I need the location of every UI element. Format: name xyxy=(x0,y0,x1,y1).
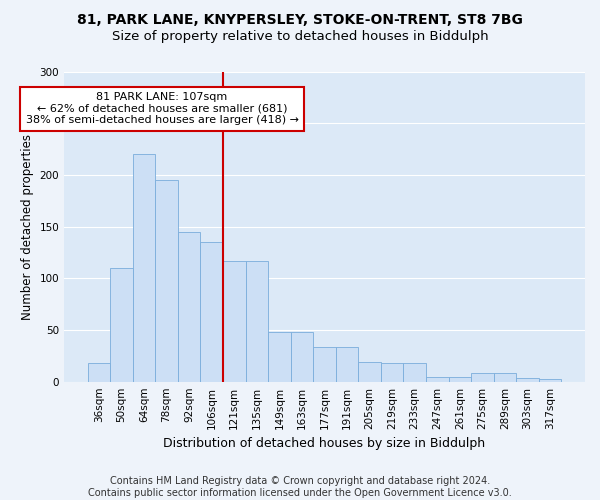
Bar xyxy=(245,260,268,382)
Bar xyxy=(313,346,336,382)
Text: Contains HM Land Registry data © Crown copyright and database right 2024.
Contai: Contains HM Land Registry data © Crown c… xyxy=(88,476,512,498)
Bar xyxy=(155,180,178,382)
Bar xyxy=(88,363,110,382)
Bar xyxy=(178,232,200,382)
Bar xyxy=(381,363,403,382)
Bar xyxy=(403,363,426,382)
Text: 81 PARK LANE: 107sqm
← 62% of detached houses are smaller (681)
38% of semi-deta: 81 PARK LANE: 107sqm ← 62% of detached h… xyxy=(26,92,299,126)
Bar xyxy=(133,154,155,382)
Y-axis label: Number of detached properties: Number of detached properties xyxy=(21,134,34,320)
Text: Size of property relative to detached houses in Biddulph: Size of property relative to detached ho… xyxy=(112,30,488,43)
Bar xyxy=(358,362,381,382)
Bar xyxy=(426,376,449,382)
Bar xyxy=(471,374,494,382)
Bar xyxy=(494,374,516,382)
Bar xyxy=(290,332,313,382)
Bar xyxy=(268,332,290,382)
Bar xyxy=(200,242,223,382)
Bar xyxy=(449,376,471,382)
Text: 81, PARK LANE, KNYPERSLEY, STOKE-ON-TRENT, ST8 7BG: 81, PARK LANE, KNYPERSLEY, STOKE-ON-TREN… xyxy=(77,12,523,26)
X-axis label: Distribution of detached houses by size in Biddulph: Distribution of detached houses by size … xyxy=(163,437,485,450)
Bar xyxy=(223,260,245,382)
Bar xyxy=(516,378,539,382)
Bar xyxy=(336,346,358,382)
Bar xyxy=(539,378,562,382)
Bar xyxy=(110,268,133,382)
